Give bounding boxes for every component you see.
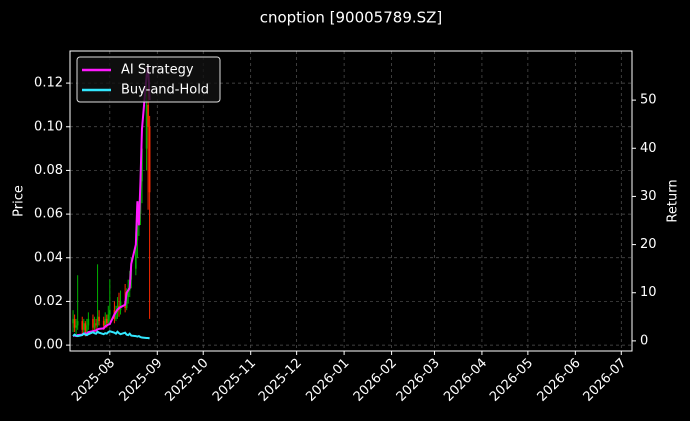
- candle-body: [81, 321, 84, 330]
- y-tick-label: 0.08: [34, 163, 63, 178]
- candle-body: [93, 323, 96, 328]
- y-tick-label: 0.04: [34, 250, 63, 265]
- candle-body: [141, 148, 143, 182]
- candle-body: [107, 314, 110, 324]
- y2-tick-label: 30: [640, 189, 657, 204]
- candle-body: [125, 297, 128, 308]
- plot-frame: [69, 50, 633, 352]
- legend-label: AI Strategy: [121, 63, 194, 78]
- candle-body: [127, 290, 129, 298]
- candle-body: [115, 312, 117, 319]
- y2-tick-label: 10: [640, 285, 657, 300]
- y2-tick-label: 20: [640, 237, 657, 252]
- y2-tick-label: 0: [640, 333, 648, 348]
- candle-body: [75, 325, 77, 328]
- candle-body: [95, 323, 97, 326]
- candle-body: [119, 301, 122, 311]
- y-axis-label: Price: [12, 185, 27, 217]
- candle-body: [92, 318, 94, 328]
- candle-body: [98, 316, 100, 322]
- legend-box: [76, 56, 221, 103]
- candle-body: [87, 318, 90, 326]
- candle-body: [82, 323, 85, 330]
- candle-body: [86, 325, 88, 333]
- return-line: [72, 66, 151, 338]
- candle-body: [145, 104, 148, 149]
- y-tick-label: 0.10: [34, 119, 63, 134]
- candle-body: [72, 318, 74, 324]
- y-tick-label: 0.00: [34, 338, 63, 353]
- return-line: [72, 330, 150, 340]
- candle-body: [105, 318, 108, 324]
- candle-body: [148, 126, 151, 193]
- candle-body: [109, 310, 111, 315]
- chart-title: cnoption [90005789.SZ]: [260, 9, 443, 27]
- candle-body: [104, 318, 107, 326]
- y2-axis-label: Return: [666, 179, 681, 222]
- y2-tick-label: 40: [640, 141, 657, 156]
- candles: [72, 72, 151, 337]
- candle-body: [147, 104, 149, 127]
- y2-tick-label: 50: [640, 93, 657, 108]
- candle-body: [102, 321, 105, 326]
- legend-label: Buy-and-Hold: [121, 83, 209, 98]
- candle-body: [76, 321, 79, 326]
- candle-body: [135, 240, 137, 269]
- candle-body: [84, 323, 87, 333]
- y-tick-label: 0.02: [34, 294, 63, 309]
- candle-body: [136, 225, 139, 241]
- y-tick-label: 0.06: [34, 207, 63, 222]
- y-tick-label: 0.12: [34, 76, 63, 91]
- candle-body: [73, 318, 76, 328]
- candle-body: [96, 316, 99, 326]
